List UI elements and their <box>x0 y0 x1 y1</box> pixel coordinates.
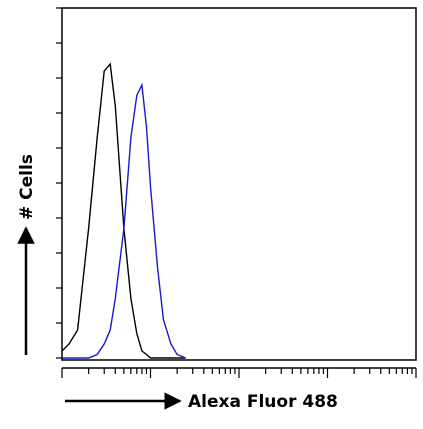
histogram-line <box>62 82 186 359</box>
histogram-line <box>61 62 186 359</box>
x-label: Alexa Fluor 488 <box>188 392 338 412</box>
plot-frame <box>61 7 417 361</box>
y-label: # Cells <box>17 154 37 220</box>
